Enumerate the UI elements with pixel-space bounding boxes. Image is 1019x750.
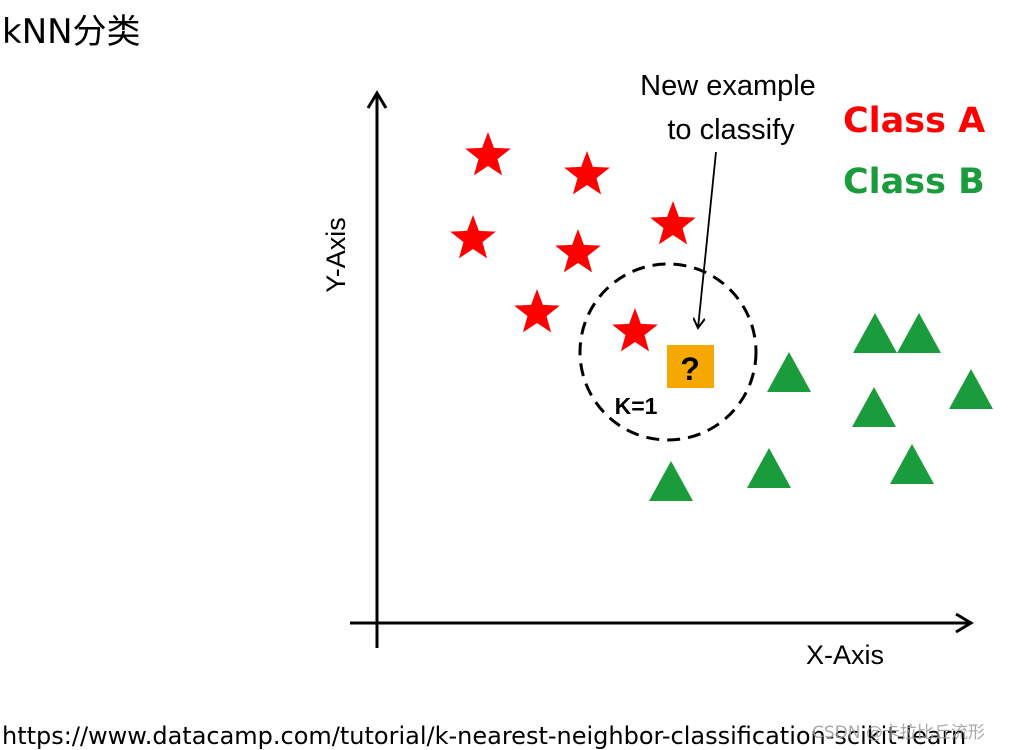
x-axis-label: X-Axis [806, 640, 884, 670]
watermark: CSDN @卡拉比丘流形 [812, 723, 985, 743]
x-axis-arrowhead [955, 612, 974, 634]
legend-class-a: Class A [843, 101, 985, 141]
class-b-triangle [747, 448, 791, 488]
k-label: K=1 [615, 393, 658, 419]
class-b-triangle [649, 461, 693, 501]
class-b-triangle [852, 387, 896, 427]
k-neighborhood-circle [578, 262, 758, 442]
class-a-star [564, 151, 610, 195]
class-a-points [450, 132, 696, 352]
class-a-star [612, 308, 658, 352]
slide-title: kNN分类 [2, 12, 141, 52]
class-b-triangle [890, 444, 934, 484]
class-b-triangle [853, 313, 897, 353]
query-point-box [667, 345, 714, 388]
class-a-star [514, 289, 560, 333]
class-a-star [450, 215, 496, 259]
annotation-text: New example to classify [640, 70, 824, 146]
class-b-triangle [949, 369, 993, 409]
class-b-points [649, 313, 993, 501]
annotation-arrow [698, 151, 717, 328]
y-axis-arrowhead [366, 90, 388, 109]
class-a-star [650, 201, 696, 245]
legend-class-b: Class B [843, 162, 985, 202]
class-a-star [465, 132, 511, 176]
y-axis-label: Y-Axis [321, 217, 351, 293]
class-a-star [555, 229, 601, 273]
query-point-symbol: ? [680, 351, 700, 387]
class-b-triangle [767, 352, 811, 392]
source-url: https://www.datacamp.com/tutorial/k-near… [2, 722, 967, 750]
annotation-line-1: New example [640, 70, 816, 102]
class-b-triangle [897, 313, 941, 353]
annotation-line-2: to classify [667, 114, 795, 146]
